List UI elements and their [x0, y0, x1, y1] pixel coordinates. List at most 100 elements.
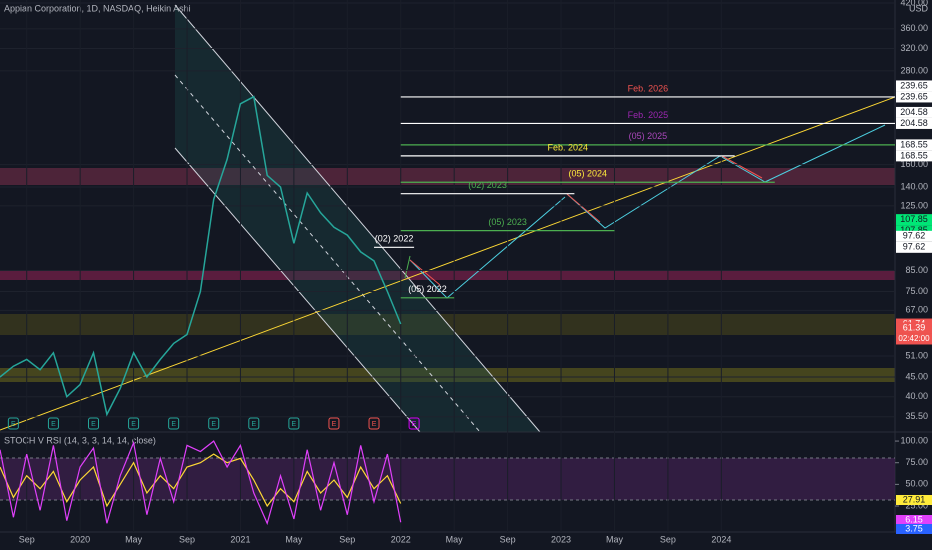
y-tick-label: 360.00 — [900, 23, 928, 33]
level-label: (05) 2022 — [408, 284, 447, 294]
price-badge — [896, 230, 932, 242]
chart-title: Appian Corporation, 1D, NASDAQ, Heikin A… — [4, 3, 191, 13]
price-badge-label: 239.65 — [900, 80, 928, 90]
event-label: E — [131, 421, 136, 428]
event-marker — [7, 417, 19, 430]
price-line — [0, 95, 402, 417]
y-tick-label: 67.00 — [905, 305, 928, 315]
x-tick-label: May — [285, 534, 303, 544]
x-tick-label: 2023 — [551, 534, 571, 544]
channel-mid — [174, 74, 481, 433]
level-label: (05) 2025 — [629, 131, 668, 141]
price-badge — [896, 241, 932, 253]
x-tick-label: 2020 — [70, 534, 90, 544]
y-tick-label: 40.00 — [905, 391, 928, 401]
countdown: 02:42:00 — [898, 334, 930, 343]
level-label: Feb. 2026 — [628, 83, 669, 93]
price-badge-label: 97.62 — [903, 231, 926, 241]
rsi-tick-label: 25.00 — [905, 500, 928, 510]
price-badge — [896, 322, 932, 334]
event-marker — [288, 417, 300, 430]
countdown-badge — [896, 333, 932, 345]
price-badge — [896, 106, 932, 118]
arrow — [566, 193, 601, 223]
x-tick-label: May — [446, 534, 464, 544]
event-label: E — [372, 421, 377, 428]
channel-line — [174, 4, 541, 433]
rsi-tick-label: 50.00 — [905, 479, 928, 489]
event-marker — [368, 417, 380, 430]
rsi-badge — [896, 515, 932, 525]
arrow — [409, 259, 441, 286]
x-tick-label: 2022 — [391, 534, 411, 544]
rsi-line — [0, 440, 402, 526]
price-badge-label: 107.85 — [900, 225, 928, 235]
price-badge-label: 239.65 — [900, 91, 928, 101]
y-tick-label: 35.50 — [905, 411, 928, 421]
arrow — [404, 255, 411, 279]
event-label: E — [91, 421, 96, 428]
price-badge-label: 97.62 — [903, 242, 926, 252]
x-tick-label: May — [125, 534, 143, 544]
y-tick-label: 320.00 — [900, 43, 928, 53]
event-marker — [328, 417, 340, 430]
price-badge — [896, 214, 932, 226]
event-marker — [88, 417, 100, 430]
event-marker — [47, 417, 59, 430]
zone — [0, 270, 895, 280]
rsi-badge-label: 3.75 — [905, 523, 923, 533]
event-label: E — [171, 421, 176, 428]
level-label: (02) 2022 — [375, 234, 414, 244]
level-label: Feb. 2024 — [547, 142, 588, 152]
x-tick-label: 2024 — [711, 534, 731, 544]
event-label: E — [292, 421, 297, 428]
event-marker — [168, 417, 180, 430]
y-tick-label: 280.00 — [900, 65, 928, 75]
price-badge — [896, 139, 932, 151]
rsi-badge — [896, 524, 932, 534]
x-tick-label: Sep — [19, 534, 35, 544]
price-badge-label: 107.85 — [900, 214, 928, 224]
x-tick-label: Sep — [660, 534, 676, 544]
arrow — [721, 155, 763, 179]
x-tick-label: 2021 — [230, 534, 250, 544]
y-tick-label: 140.00 — [900, 181, 928, 191]
y-tick-label: 420.00 — [900, 0, 928, 7]
rsi-badge-label: 27.91 — [903, 494, 926, 504]
level-label: Feb. 2025 — [628, 110, 669, 120]
price-badge-label: 204.58 — [900, 118, 928, 128]
rsi-band — [0, 458, 895, 500]
y-tick-label: 45.00 — [905, 371, 928, 381]
price-badge — [896, 91, 932, 103]
price-badge-label: 168.55 — [900, 150, 928, 160]
price-badge-label: 168.55 — [900, 139, 928, 149]
x-tick-label: Sep — [179, 534, 195, 544]
rsi-tick-label: 100.00 — [900, 435, 928, 445]
price-badge — [896, 80, 932, 92]
event-marker — [408, 417, 420, 430]
event-label: E — [11, 421, 16, 428]
rsi-line — [0, 453, 402, 508]
price-badge — [896, 150, 932, 162]
y-tick-label: 51.00 — [905, 350, 928, 360]
price-badge — [896, 225, 932, 237]
event-marker — [128, 417, 140, 430]
currency: USD — [909, 3, 929, 13]
price-badge-label: 61.39 — [903, 322, 926, 332]
level-label: (05) 2023 — [488, 217, 527, 227]
level-label: (05) 2024 — [568, 169, 607, 179]
rsi-badge-label: 6.15 — [905, 514, 923, 524]
event-label: E — [251, 421, 256, 428]
y-tick-label: 75.00 — [905, 286, 928, 296]
event-label: E — [412, 421, 417, 428]
rsi-badge — [896, 495, 932, 505]
event-label: E — [51, 421, 56, 428]
zone — [0, 368, 895, 382]
level-label: (02) 2023 — [468, 180, 507, 190]
price-badge — [896, 117, 932, 129]
event-marker — [208, 417, 220, 430]
x-tick-label: Sep — [500, 534, 516, 544]
event-marker — [248, 417, 260, 430]
y-tick-label: 160.00 — [900, 159, 928, 169]
